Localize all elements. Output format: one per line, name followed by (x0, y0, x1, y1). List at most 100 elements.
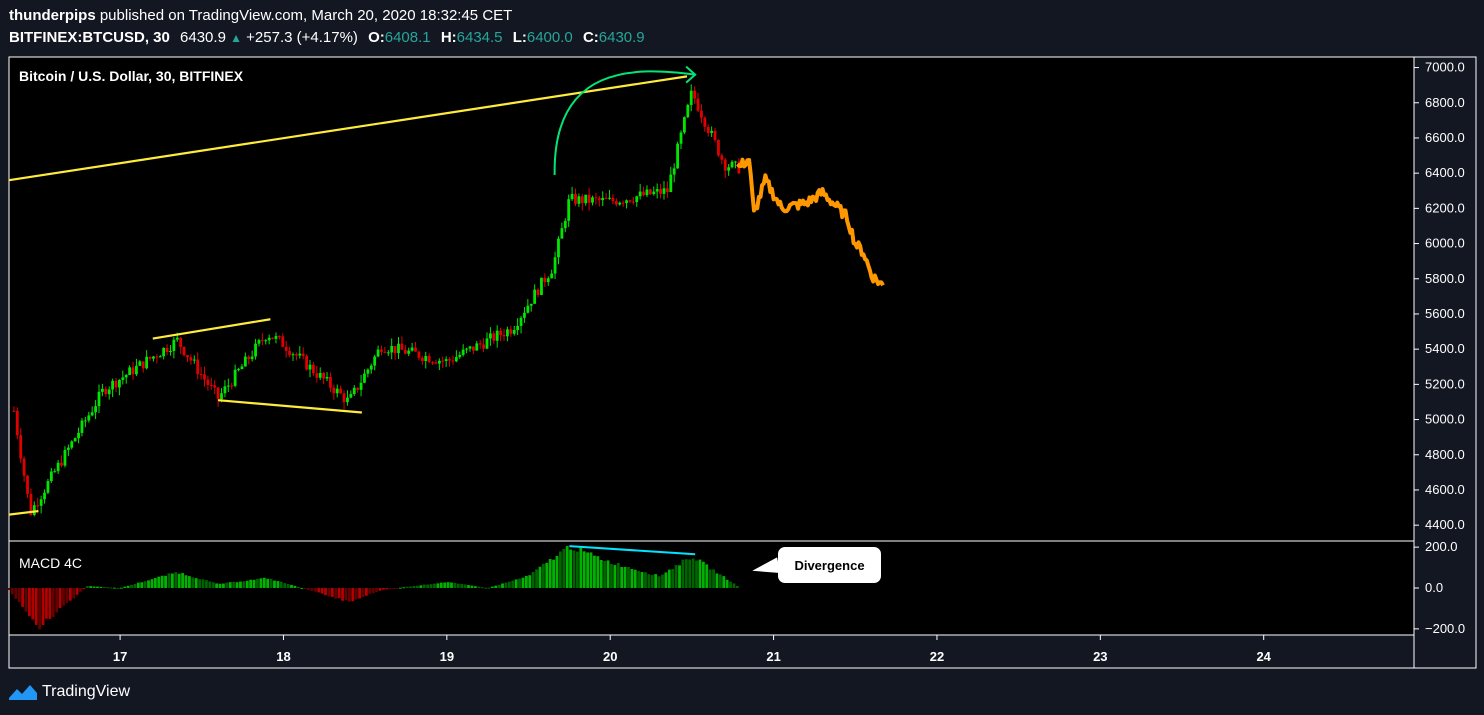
candle-body (693, 90, 697, 99)
divergence-callout: Divergence (778, 547, 881, 583)
macd-bar (552, 559, 555, 588)
candle-body (730, 161, 734, 168)
candle-body (186, 355, 189, 358)
candle-body (383, 351, 387, 353)
macd-bar (490, 586, 494, 588)
time-axis[interactable]: 17 18 19 20 21 22 23 24 (113, 635, 1272, 664)
tradingview-logo-icon (9, 685, 37, 700)
time-tick-label: 24 (1256, 649, 1271, 664)
macd-bar (504, 582, 508, 588)
macd-bar (511, 580, 515, 588)
macd-bar (160, 575, 164, 588)
trendline (8, 509, 39, 516)
price-tick-label: 5600.0 (1425, 306, 1465, 321)
candle-body (329, 376, 332, 388)
macd-bar (310, 588, 314, 591)
macd-bar (191, 577, 195, 588)
candle-body (584, 194, 588, 204)
macd-bar (150, 579, 154, 588)
candle-body (169, 350, 172, 353)
candle-body (90, 412, 94, 416)
candle-body (594, 197, 598, 199)
macd-bar (266, 578, 270, 588)
macd-bar (184, 575, 188, 588)
macd-bar (34, 588, 38, 625)
macd-bar (334, 588, 338, 599)
macd-bar (603, 560, 607, 588)
candle-body (114, 380, 118, 388)
macd-bar (364, 588, 368, 596)
macd-bar (303, 588, 307, 589)
macd-bar (497, 584, 501, 588)
macd-bar (439, 582, 443, 588)
macd-bar (453, 582, 457, 588)
macd-bar (399, 587, 402, 589)
macd-bar (375, 588, 378, 593)
macd-bar (102, 587, 106, 589)
macd-bar (371, 588, 375, 594)
candle-body (669, 174, 673, 193)
brand-name: TradingView (42, 683, 131, 700)
candle-body (128, 367, 132, 375)
price-axis[interactable]: 4400.0 4600.0 4800.0 5000.0 5200.0 5400.0 5600… (1414, 60, 1465, 636)
trendline (152, 318, 271, 340)
candle-body (29, 493, 33, 515)
candle-body (19, 435, 23, 459)
candle-body (700, 110, 703, 118)
macd-bar (593, 555, 596, 588)
candle-body (591, 197, 594, 203)
macd-bar (674, 565, 678, 588)
candle-body (179, 337, 183, 347)
price-tick-label: 4800.0 (1425, 447, 1465, 462)
close-value: 6430.9 (598, 29, 645, 46)
candle-body (407, 350, 411, 354)
macd-bar (419, 585, 423, 588)
macd-bar (293, 585, 297, 588)
candle-body (199, 374, 203, 376)
author-name[interactable]: thunderpips (9, 7, 96, 24)
candle-body (662, 188, 666, 194)
candle-body (533, 289, 537, 304)
candle-body (683, 117, 686, 133)
candle-body (492, 333, 496, 341)
candle-body (182, 346, 186, 356)
candle-body (158, 356, 162, 358)
macd-bar (245, 580, 249, 588)
candle-body (495, 330, 499, 341)
candle-body (53, 471, 57, 473)
macd-bar (82, 588, 86, 590)
macd-bar (235, 582, 239, 588)
trendline (8, 75, 688, 182)
candle-body (135, 365, 138, 375)
low-label: L: (512, 29, 527, 46)
macd-bar (205, 580, 208, 588)
candle-body (233, 369, 237, 386)
macd-bar (96, 586, 99, 588)
macd-bar (273, 580, 276, 588)
candle-body (172, 339, 176, 351)
candle-body (638, 191, 642, 197)
candle-body (614, 201, 618, 205)
candle-body (281, 336, 285, 347)
macd-bar (147, 580, 150, 588)
divergence-line (569, 545, 696, 556)
price-tick-label: 6000.0 (1425, 236, 1465, 251)
macd-bar (688, 559, 692, 588)
candle-body (189, 357, 193, 361)
price-tick-label: 6800.0 (1425, 95, 1465, 110)
candle-body (506, 329, 509, 337)
candle-body (461, 349, 465, 355)
published-text: published on TradingView.com, March 20, … (99, 7, 513, 24)
macd-bar (480, 587, 484, 589)
candle-body (121, 377, 125, 380)
drawings-group (8, 65, 885, 516)
macd-bar (232, 581, 236, 588)
price-change: +257.3 (+4.17%) (246, 29, 358, 46)
macd-bar (620, 567, 624, 588)
candle-body (727, 167, 731, 171)
tradingview-footer[interactable]: TradingView (8, 682, 130, 702)
candle-body (73, 438, 77, 442)
macd-bar (51, 588, 55, 617)
macd-bar (313, 588, 317, 592)
